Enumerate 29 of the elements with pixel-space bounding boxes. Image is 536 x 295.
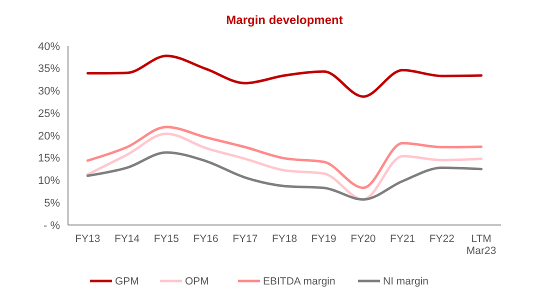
legend-label: NI margin xyxy=(383,276,429,288)
y-tick-label: 5% xyxy=(44,197,60,210)
legend-label: OPM xyxy=(185,276,209,288)
legend-label: GPM xyxy=(115,276,139,288)
x-tick-label: FY13 xyxy=(75,233,100,245)
line-series xyxy=(86,132,483,201)
line-series xyxy=(86,151,483,201)
x-tick-label: FY19 xyxy=(311,233,337,245)
x-tick-label: FY17 xyxy=(232,233,258,245)
chart-title: Margin development xyxy=(226,13,343,27)
y-tick-label: 30% xyxy=(38,86,60,98)
y-tick-label: 35% xyxy=(38,63,60,76)
y-tick-label: 20% xyxy=(38,130,60,142)
x-tick-label: FY18 xyxy=(272,233,298,245)
legend-label: EBITDA margin xyxy=(263,276,336,288)
x-tick-label: FY14 xyxy=(114,233,140,245)
x-tick-label: FY20 xyxy=(350,233,376,245)
x-tick-label: FY21 xyxy=(390,233,416,245)
x-tick-label: FY15 xyxy=(154,233,180,245)
x-tick-label: FY16 xyxy=(193,233,218,245)
y-tick-label: 10% xyxy=(38,175,60,188)
y-tick-label: 15% xyxy=(38,152,60,165)
y-tick-label: - % xyxy=(44,220,60,232)
line-series xyxy=(86,126,483,190)
line-series xyxy=(86,54,483,98)
y-tick-label: 25% xyxy=(38,108,60,120)
y-tick-label: 40% xyxy=(38,40,60,53)
x-tick-label: FY22 xyxy=(429,233,455,245)
x-tick-label: LTM Mar23 xyxy=(466,233,496,257)
